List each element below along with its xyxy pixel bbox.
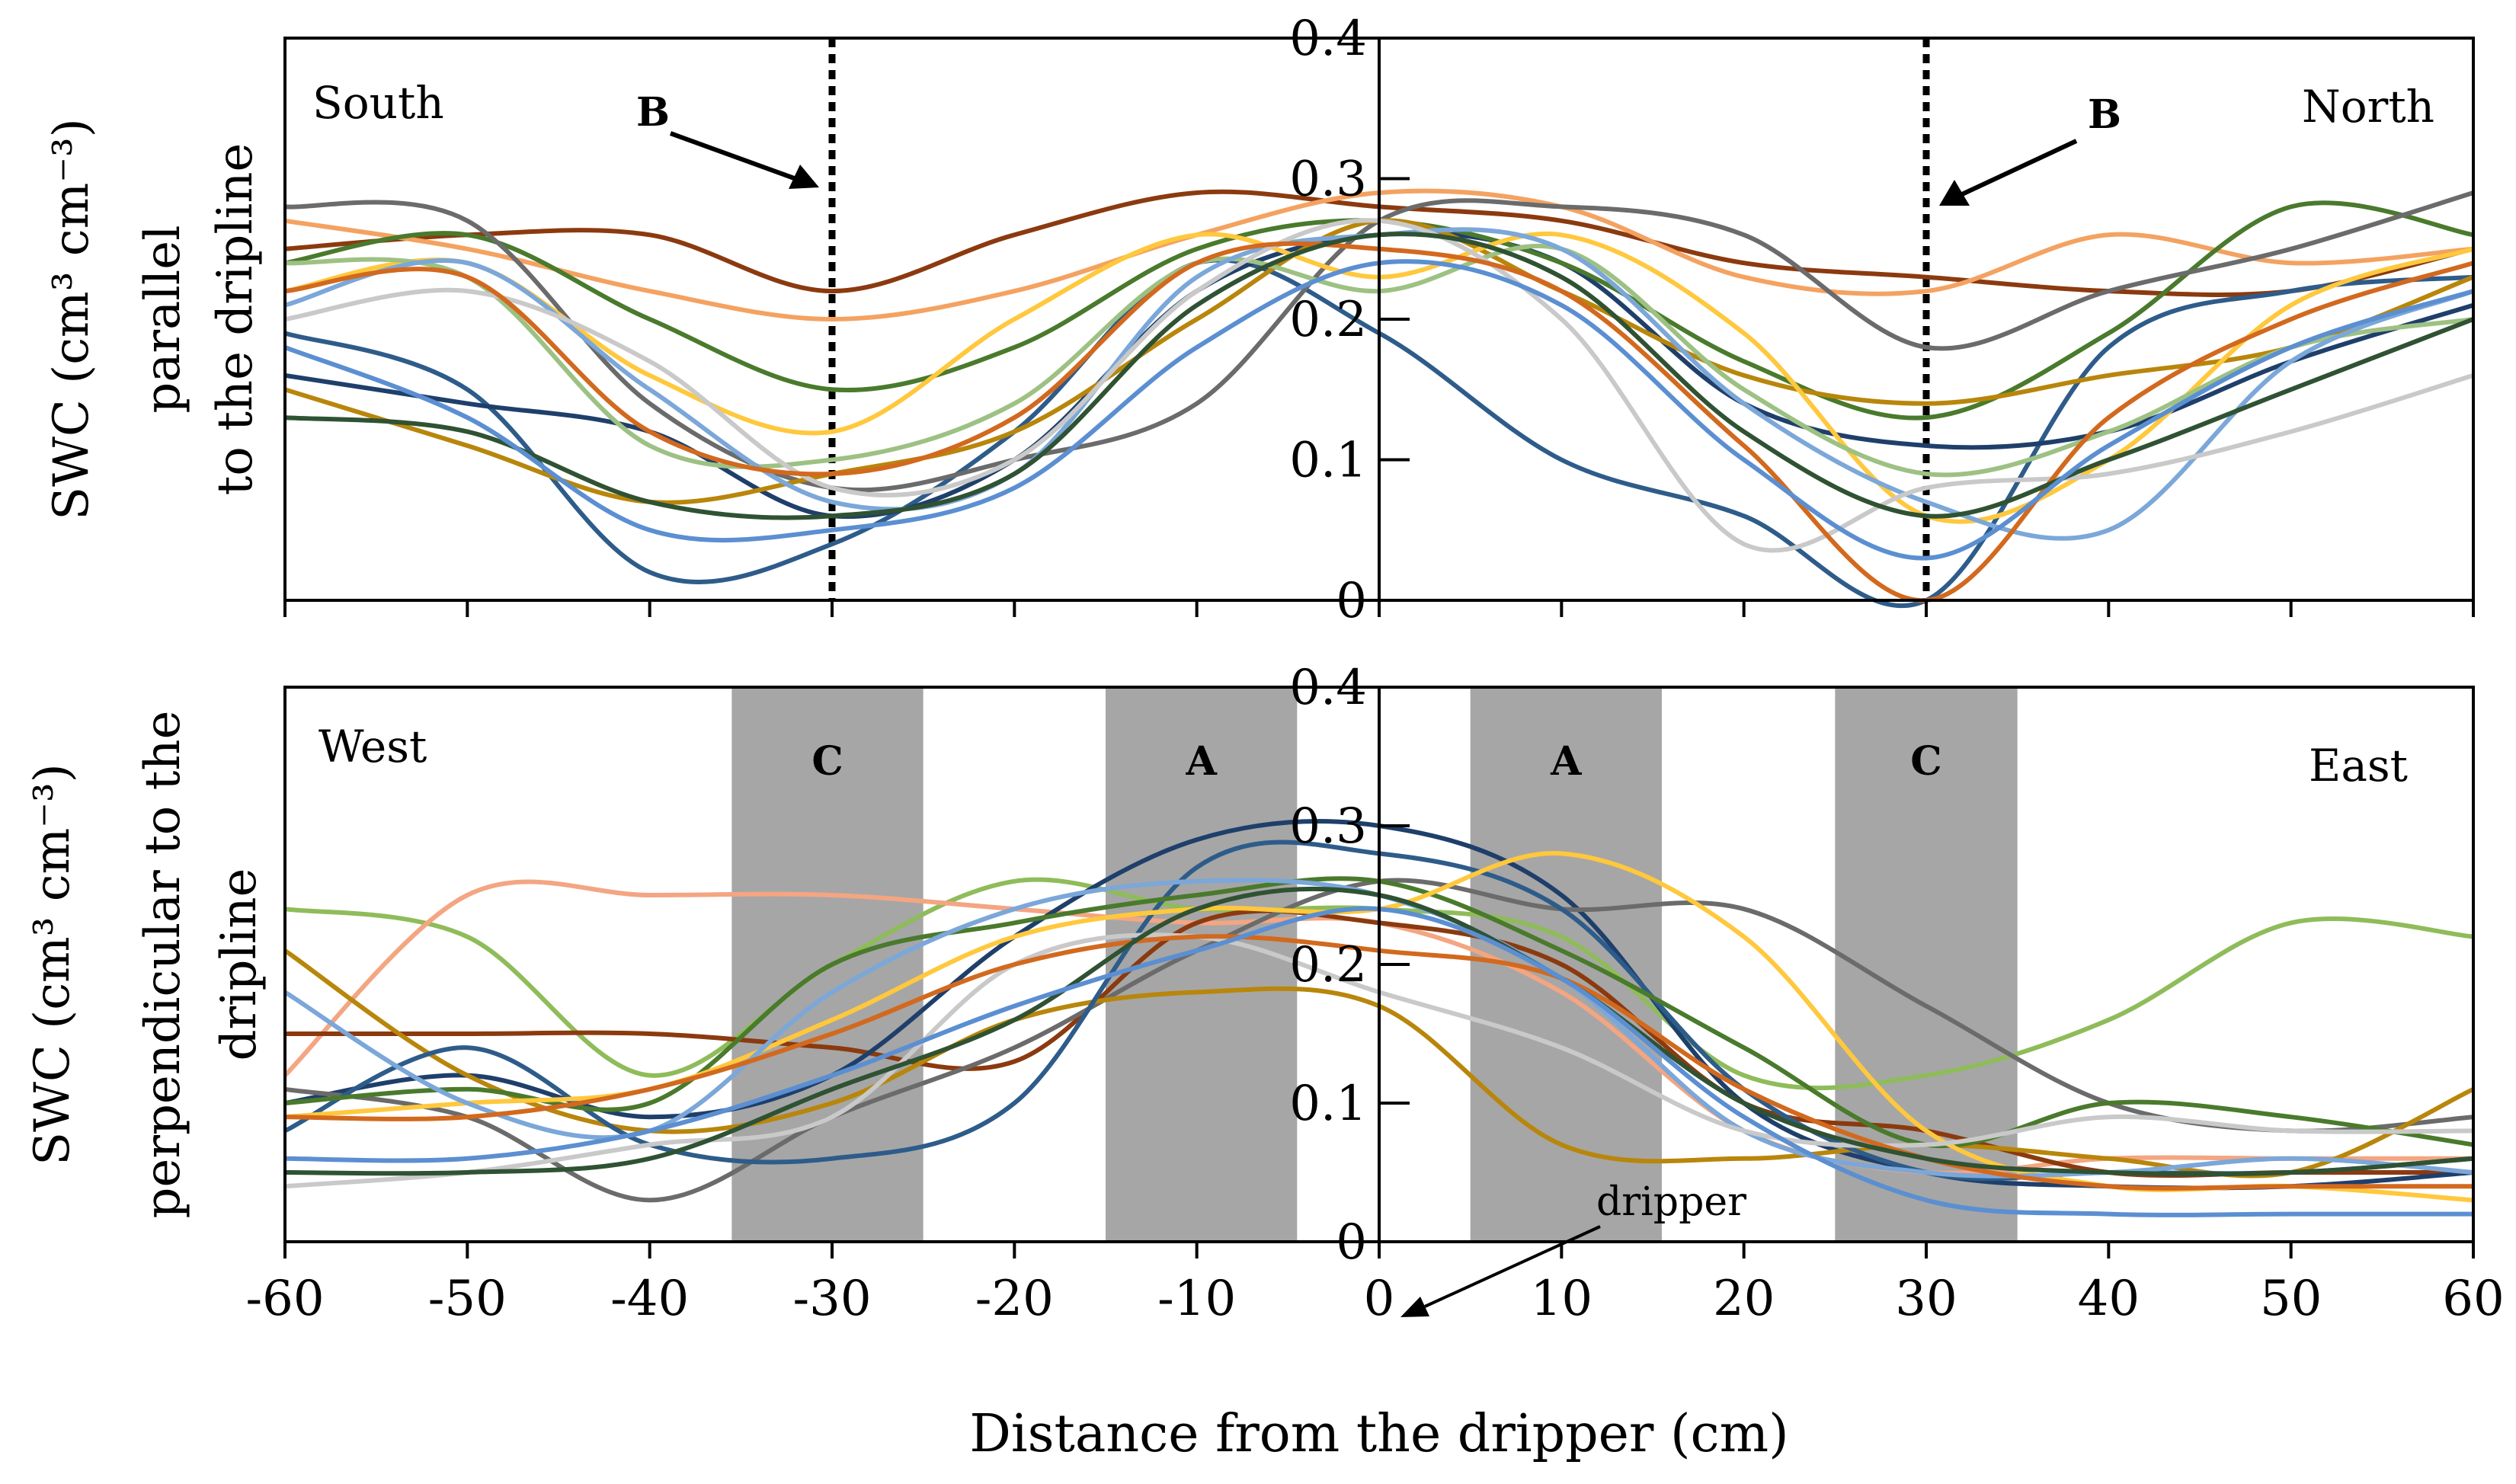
annotation-b-right-arrowhead [1939,180,1970,206]
x-tick-label: 0 [1364,1271,1395,1327]
bottom-y-tick-label: 0.3 [1289,798,1367,855]
band-label-1: A [1185,738,1217,785]
top-corner-right: North [2302,81,2434,133]
bottom-ylabel-line3: dripline [211,868,267,1060]
top-annotation-b-right: B [1939,91,2121,206]
top-y-ticks: 0 0.1 0.2 0.3 0.4 [1289,11,1410,629]
top-y-tick-label: 0.1 [1289,433,1367,489]
bottom-corner-right: East [2309,740,2408,792]
bottom-y-tick-label: 0.1 [1289,1076,1367,1132]
top-series-line-5 [284,190,2474,493]
annotation-b-left-label: B [636,89,670,136]
x-tick-label: -50 [428,1271,507,1327]
x-tick-label: -40 [610,1271,689,1327]
x-axis-title: Distance from the dripper (cm) [969,1404,1788,1464]
x-tick-label: -30 [792,1271,871,1327]
bottom-y-tick-label: 0.2 [1289,937,1367,993]
x-tick-label: 60 [2442,1271,2504,1327]
bottom-corner-left: West [319,721,427,772]
bottom-x-ticks: -60 -50 -40 -30 -20 -10 0 10 20 30 40 50 60 [245,1242,2505,1327]
top-y-axis-title: SWC (cm³ cm⁻³) parallel to the dripline [43,118,264,520]
dripper-label: dripper [1596,1179,1746,1225]
band-label-2: A [1550,738,1582,785]
bottom-panel: C A A C -60 -50 -40 -30 -20 -10 0 10 20 30 40 50 60 0 0.… [24,660,2505,1464]
band-label-3: C [1910,738,1941,785]
x-tick-label: 40 [2078,1271,2140,1327]
top-annotation-b-left: B [636,89,819,189]
top-y-tick-label: 0.2 [1289,292,1367,348]
top-y-tick-label: 0.4 [1289,11,1367,67]
dripper-arrowhead [1400,1297,1429,1317]
dripper-arrow [1424,1225,1601,1308]
x-tick-label: -60 [245,1271,324,1327]
top-ylabel-line2: parallel [135,225,191,413]
x-tick-label: 50 [2260,1271,2322,1327]
top-panel: 0 0.1 0.2 0.3 0.4 South North B B SWC (cm³ c… [43,11,2475,629]
bottom-y-tick-label: 0.4 [1289,660,1367,716]
annotation-b-left-arrow [669,131,798,181]
x-tick-label: 30 [1895,1271,1957,1327]
x-tick-label: -20 [975,1271,1054,1327]
top-series-line-11 [284,241,2474,603]
top-ylabel-line1: SWC (cm³ cm⁻³) [43,118,100,520]
annotation-b-right-label: B [2088,91,2121,138]
annotation-b-right-arrow [1961,139,2078,197]
top-corner-left: South [312,77,444,129]
annotation-b-left-arrowhead [789,165,819,189]
x-tick-label: -10 [1157,1271,1236,1327]
x-tick-label: 10 [1531,1271,1593,1327]
top-y-tick-label: 0 [1336,573,1367,629]
bottom-y-ticks: 0 0.1 0.2 0.3 0.4 [1289,660,1410,1271]
x-tick-label: 20 [1713,1271,1775,1327]
top-y-tick-label: 0.3 [1289,152,1367,208]
dripper-annotation: dripper [1400,1179,1746,1317]
bottom-y-axis-title: SWC (cm³ cm⁻³) perpendicular to the drip… [24,711,267,1219]
bottom-ylabel-line1: SWC (cm³ cm⁻³) [24,763,81,1165]
bottom-ylabel-line2: perpendicular to the [135,711,191,1219]
bottom-y-tick-label: 0 [1336,1214,1367,1271]
bottom-series-line-13 [284,906,2473,1217]
band-label-0: C [811,738,843,785]
top-x-ticks [283,600,2475,617]
top-ylabel-line3: to the dripline [207,143,264,496]
